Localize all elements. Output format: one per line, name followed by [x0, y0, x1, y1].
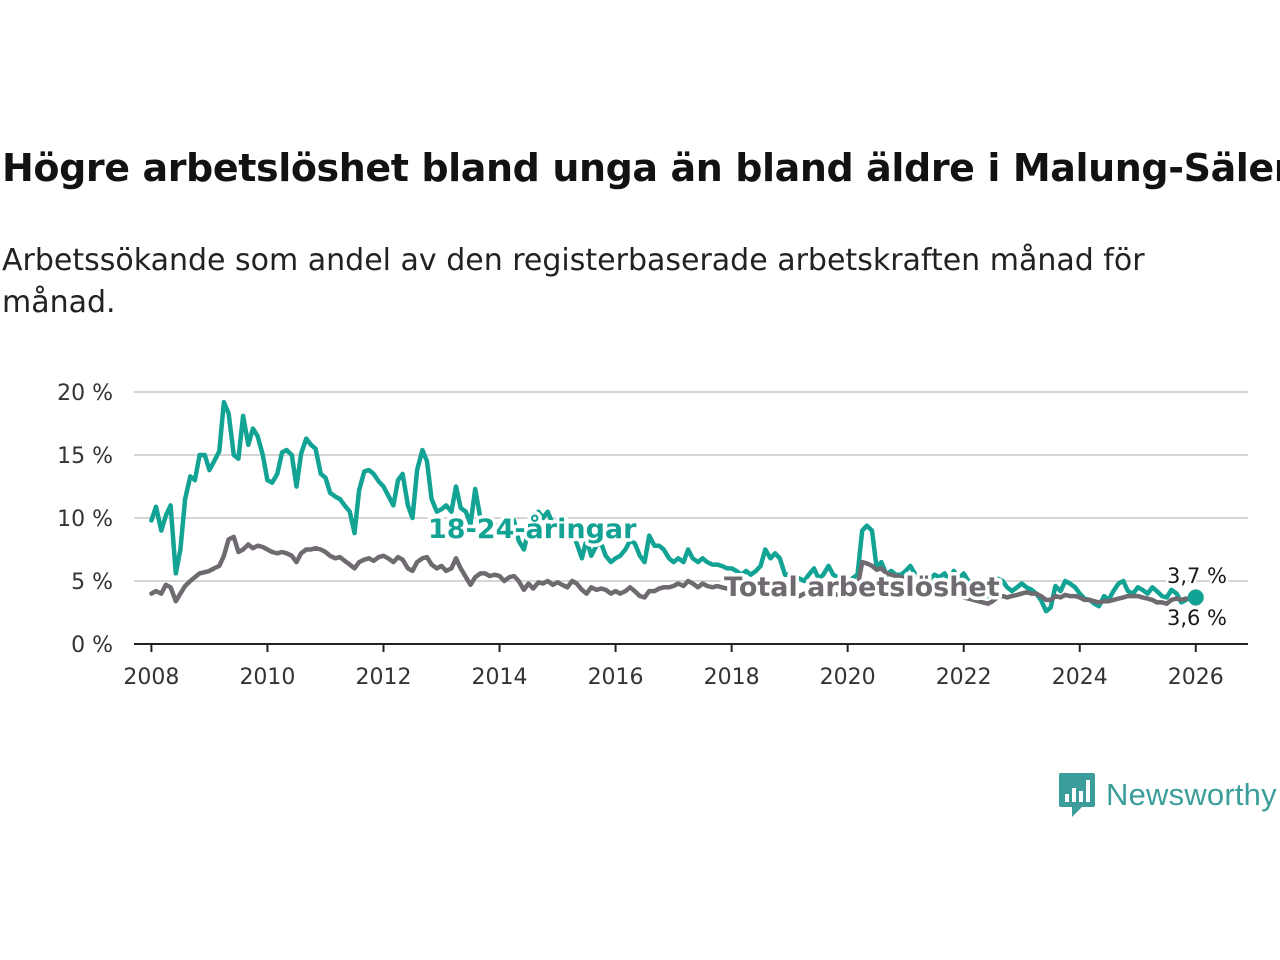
x-tick-label: 2014	[472, 665, 528, 690]
line-chart: 0 % 5 % 10 % 15 % 20 % 2008 2010 2012 2014 2016 20…	[57, 381, 1248, 690]
y-tick-label: 10 %	[57, 507, 113, 532]
newsworthy-logo[interactable]: Newsworthy	[1058, 772, 1277, 818]
x-tick-label: 2008	[123, 665, 179, 690]
x-tick-label: 2020	[820, 665, 876, 690]
series-label-youth: 18-24-åringar	[428, 513, 637, 545]
y-tick-label: 20 %	[57, 381, 113, 406]
x-tick-label: 2026	[1168, 665, 1224, 690]
series-label-total: Total arbetslöshet	[724, 572, 1000, 603]
y-tick-label: 15 %	[57, 444, 113, 469]
x-tick-label: 2010	[239, 665, 295, 690]
x-tick-label: 2022	[936, 665, 992, 690]
y-tick-label: 0 %	[71, 633, 113, 658]
series-line-youth	[149, 399, 1199, 614]
axes: 0 % 5 % 10 % 15 % 20 % 2008 2010 2012 2014 2016 20…	[57, 381, 1248, 690]
x-tick-label: 2024	[1052, 665, 1108, 690]
chart-subtitle: Arbetssökande som andel av den registerb…	[2, 243, 1145, 320]
chart-title: Högre arbetslöshet bland unga än bland ä…	[2, 146, 1280, 190]
x-tick-label: 2016	[588, 665, 644, 690]
end-value-youth: 3,7 %	[1167, 564, 1227, 588]
brand-name: Newsworthy	[1106, 777, 1277, 812]
y-tick-label: 5 %	[71, 570, 113, 595]
bar-chart-speech-bubble-icon	[1059, 773, 1095, 817]
series-lines	[149, 399, 1204, 614]
x-tick-label: 2012	[355, 665, 411, 690]
x-tick-label: 2018	[704, 665, 760, 690]
series-line-total	[149, 534, 1199, 606]
end-value-total: 3,6 %	[1167, 606, 1227, 630]
series-labels: 18-24-åringar Total arbetslöshet 3,7 % 3,6 …	[425, 510, 1230, 633]
end-marker-youth	[1187, 589, 1204, 606]
